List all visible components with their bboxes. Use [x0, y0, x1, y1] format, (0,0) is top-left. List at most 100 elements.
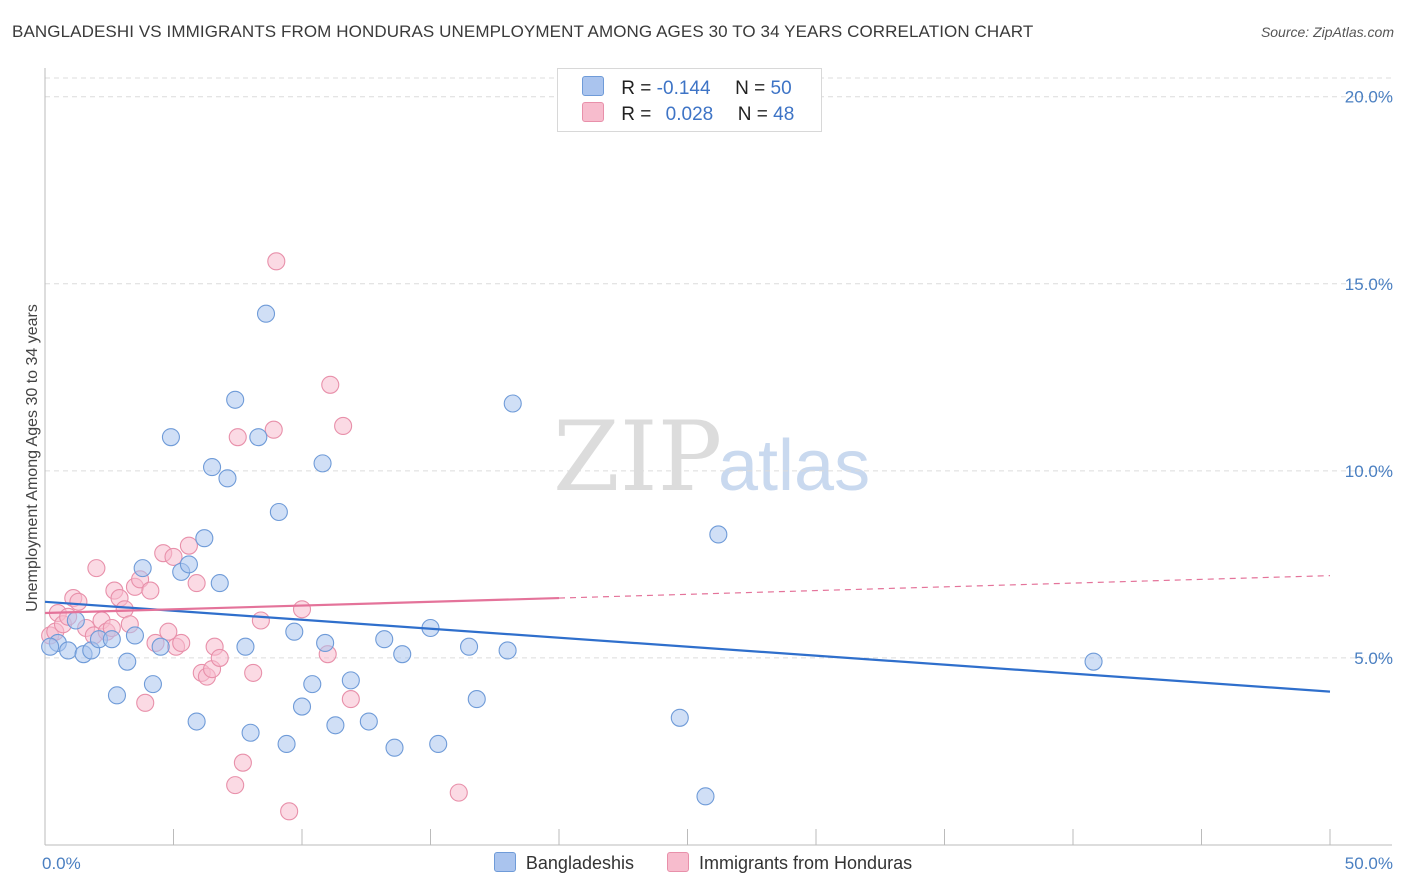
bangladeshis-point [249, 428, 268, 447]
honduras-point [251, 611, 270, 630]
legend-swatch-pink [667, 852, 690, 872]
bangladeshis-point [429, 734, 448, 754]
honduras-point [69, 592, 88, 611]
bangladeshis-point [393, 645, 412, 664]
y-axis-label: Unemployment Among Ages 30 to 34 years [24, 304, 41, 612]
bangladeshis-point [285, 622, 304, 641]
bangladeshis-point [459, 637, 479, 656]
bangladeshis-point [498, 641, 517, 660]
legend-swatch-blue [493, 852, 516, 872]
bangladeshis-point [118, 652, 137, 671]
legend-r-value: -0.144 [656, 78, 711, 99]
x-tick-label: 0.0% [42, 854, 81, 873]
honduras-point [321, 375, 340, 394]
bangladeshis-point [359, 712, 378, 731]
bangladeshis-point [161, 428, 180, 447]
bangladeshis-point [467, 690, 486, 709]
series-bangladeshis-points [41, 304, 1103, 806]
trend-line-honduras-extension [558, 575, 1331, 599]
legend-n-value: 50 [770, 78, 792, 99]
honduras-point [341, 690, 360, 709]
trend-line-bangladeshis [44, 600, 1331, 693]
bangladeshis-point [107, 686, 127, 705]
bangladeshis-point [1084, 652, 1103, 671]
axes [44, 68, 1392, 846]
honduras-point [164, 547, 183, 566]
bangladeshis-point [241, 723, 260, 742]
correlation-legend: R = -0.144 N = 50 R = 0.028 N = 48 [557, 68, 822, 132]
honduras-point [228, 428, 247, 447]
legend-n-label: N = [737, 104, 768, 125]
bangladeshis-point [102, 630, 121, 649]
bangladeshis-point [66, 611, 85, 630]
bangladeshis-point [210, 574, 229, 593]
honduras-point [233, 753, 252, 772]
honduras-point [136, 693, 155, 712]
bangladeshis-point [375, 630, 394, 649]
honduras-point [172, 633, 191, 653]
bangladeshis-point [670, 708, 689, 727]
bangladeshis-point [709, 525, 728, 544]
legend-r-value: 0.028 [665, 104, 714, 125]
bangladeshis-point [203, 458, 222, 477]
x-tick-label: 50.0% [1345, 854, 1393, 873]
bangladeshis-point [151, 637, 170, 656]
bangladeshis-point [125, 626, 144, 645]
bangladeshis-point [341, 671, 360, 690]
bangladeshis-point [226, 390, 245, 409]
bangladeshis-point [277, 734, 296, 754]
watermark-zip: ZIP [553, 401, 722, 513]
legend-swatch-pink [582, 102, 604, 122]
legend-item-bangladeshis[interactable]: Bangladeshis [493, 852, 634, 874]
honduras-point [280, 802, 299, 821]
chart-title: BANGLADESHI VS IMMIGRANTS FROM HONDURAS … [12, 22, 1034, 41]
legend-r-label: R = [621, 104, 652, 125]
bangladeshis-point [696, 787, 715, 806]
y-tick-label: 15.0% [1345, 275, 1393, 294]
honduras-point [267, 252, 286, 271]
honduras-point [264, 420, 283, 439]
legend-label-honduras: Immigrants from Honduras [699, 853, 913, 873]
legend-n-value: 48 [773, 104, 795, 125]
legend-label-bangladeshis: Bangladeshis [525, 853, 634, 873]
y-tick-label: 5.0% [1354, 649, 1393, 668]
bangladeshis-point [503, 394, 522, 413]
legend-item-honduras[interactable]: Immigrants from Honduras [667, 852, 912, 874]
honduras-point [292, 600, 312, 619]
bangladeshis-point [59, 641, 78, 660]
bangladeshis-point [292, 697, 312, 716]
honduras-point [226, 776, 245, 795]
legend-r-label: R = [621, 78, 652, 99]
bangladeshis-point [326, 716, 345, 735]
bangladeshis-point [269, 502, 288, 522]
honduras-point [334, 416, 353, 436]
y-tick-label: 10.0% [1345, 462, 1393, 481]
bangladeshis-point [303, 675, 322, 694]
bangladeshis-point [41, 637, 60, 656]
tick-labels: 5.0% 10.0% 15.0% 20.0% 0.0% 50.0% [42, 88, 1393, 873]
honduras-point [244, 663, 263, 682]
honduras-point [115, 600, 134, 619]
bangladeshis-point [218, 469, 237, 488]
bangladeshis-point [133, 559, 152, 578]
watermark-atlas: atlas [718, 426, 870, 506]
series-legend: Bangladeshis Immigrants from Honduras [0, 852, 1406, 874]
bangladeshis-point [187, 712, 206, 731]
bangladeshis-point [179, 555, 198, 574]
series-honduras-points [41, 252, 468, 821]
trend-line-honduras [44, 596, 560, 615]
bangladeshis-point [195, 529, 214, 548]
honduras-point [449, 783, 468, 802]
legend-n-label: N = [735, 78, 766, 99]
honduras-point [210, 648, 229, 667]
source-label: Source: ZipAtlas.com [1260, 24, 1394, 40]
honduras-point [141, 581, 160, 600]
bangladeshis-point [143, 675, 162, 694]
grid [45, 77, 1392, 659]
y-tick-label: 20.0% [1345, 88, 1393, 107]
honduras-point [187, 574, 206, 593]
bangladeshis-point [385, 738, 404, 757]
watermark: ZIP atlas [553, 401, 870, 513]
bangladeshis-point [256, 304, 276, 323]
